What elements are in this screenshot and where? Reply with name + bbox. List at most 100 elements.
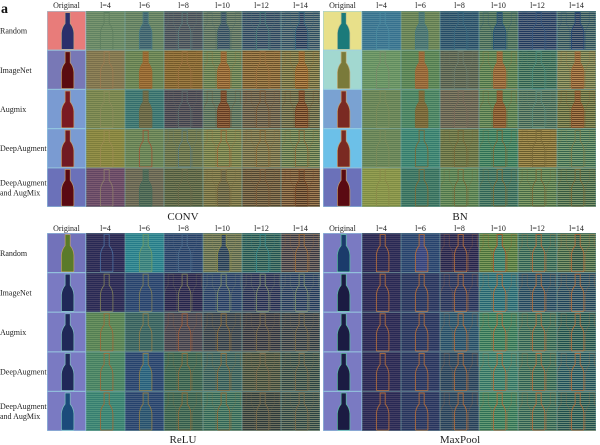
cell-border [242, 233, 282, 273]
column-header: l=8 [454, 1, 465, 10]
feature-stripes [479, 128, 518, 168]
feature-stripes [557, 89, 596, 129]
bottle-outline [492, 273, 507, 312]
cell-border [280, 50, 320, 90]
bottle-outline [492, 234, 507, 273]
cell-border [322, 312, 362, 352]
feature-stripes [440, 391, 479, 431]
bottle-outline [414, 313, 429, 352]
feature-stripes [203, 312, 242, 352]
feature-map-image [400, 312, 440, 352]
bottle-outline [570, 352, 585, 392]
feature-map-image [164, 272, 204, 313]
bottle-ghost-outline [270, 353, 281, 391]
feature-stripes [557, 312, 596, 352]
feature-map-image [400, 167, 440, 208]
bottle-outline [138, 234, 153, 273]
bottle-outline [453, 51, 468, 90]
feature-map-image [361, 312, 401, 352]
bottle-outline [99, 90, 114, 129]
feature-stripes [518, 233, 557, 273]
feature-map-image [517, 11, 557, 51]
feature-stripes [164, 89, 203, 129]
cell-border [478, 312, 518, 352]
feature-map-image [517, 351, 557, 392]
feature-map-image [556, 11, 596, 51]
feature-stripes [125, 312, 164, 352]
image-row [322, 312, 596, 352]
bottle-ghost-outline [242, 129, 256, 168]
cell-border [125, 312, 165, 352]
bottle-ghost-outline [546, 273, 557, 312]
cell-border [164, 167, 204, 208]
feature-stripes [440, 351, 479, 392]
cell-border [203, 11, 243, 51]
feature-map-image [439, 272, 479, 313]
feature-stripes [479, 50, 518, 90]
bottle-ghost-outline [231, 353, 242, 391]
bottle-outline [453, 273, 468, 312]
bottle-fill [61, 393, 74, 431]
panel-title: CONV [167, 211, 198, 223]
feature-stripes [242, 272, 281, 313]
original-image [322, 167, 362, 208]
cell-border [203, 50, 243, 90]
feature-stripes [242, 312, 281, 352]
feature-map-image [280, 128, 320, 168]
feature-map-image [517, 272, 557, 313]
feature-map-image [125, 351, 165, 392]
bottle-ghost-outline [468, 51, 479, 89]
feature-stripes [86, 167, 125, 207]
feature-stripes [86, 312, 125, 352]
feature-map-image [280, 233, 320, 273]
cell-border [125, 233, 165, 273]
bottle-outline [255, 129, 270, 168]
cell-border [280, 312, 320, 352]
bottle-ghost-outline [557, 273, 571, 312]
cell-border [322, 233, 362, 273]
cell-border [86, 233, 126, 273]
bottle-ghost-outline [164, 90, 178, 129]
bottle-ghost-outline [309, 90, 320, 129]
column-header: l=10 [491, 1, 506, 10]
bottle-ghost-outline [585, 353, 596, 391]
bottle-outline [138, 12, 153, 50]
cell-border [164, 89, 204, 129]
panel-relu: Original l=4 l=6 l=8 l=10 l=12 l=14 Random Image… [0, 224, 320, 445]
feature-map-image [517, 50, 557, 90]
original-image [46, 272, 87, 313]
bottle-ghost-outline [585, 313, 596, 352]
feature-stripes [203, 272, 242, 313]
feature-map-image [400, 351, 440, 392]
bottle-ghost-outline [507, 169, 518, 207]
cell-border [400, 351, 440, 392]
column-header: l=14 [569, 224, 584, 233]
cell-border [400, 50, 440, 90]
cell-border [164, 272, 204, 313]
feature-map-image [400, 272, 440, 313]
cell-border [322, 128, 362, 168]
bottle-ghost-outline [507, 129, 518, 168]
bottle-outline [375, 51, 390, 90]
row-label: ImageNet [0, 66, 32, 75]
feature-stripes [401, 50, 440, 90]
bottle-ghost-outline [309, 392, 320, 431]
cell-border [322, 11, 362, 51]
bottle-outline [61, 12, 75, 50]
image-row [322, 128, 596, 168]
bottle-ghost-outline [309, 51, 320, 89]
bottle-ghost-outline [242, 353, 256, 391]
bottle-ghost-outline [585, 234, 596, 273]
cell-border [46, 351, 87, 392]
bottle-outline [337, 90, 351, 129]
bottle-ghost-outline [546, 129, 557, 168]
bottle-ghost-outline [192, 313, 203, 352]
cell-border [400, 11, 440, 51]
bottle-ghost-outline [231, 12, 242, 50]
bottle-fill [61, 313, 74, 351]
bottle-ghost-outline [557, 234, 571, 273]
cell-border [556, 89, 596, 129]
cell-border [400, 167, 440, 208]
cell-border [203, 391, 243, 432]
feature-stripes [479, 391, 518, 431]
